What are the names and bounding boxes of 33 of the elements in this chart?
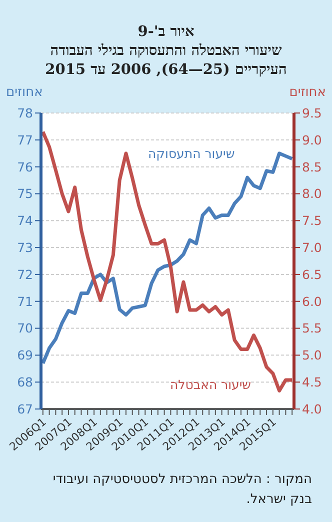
y2-tick-label: 9.0: [302, 132, 322, 148]
y2-tick-label: 8.0: [302, 186, 322, 202]
y2-tick-label: 6.5: [302, 266, 322, 282]
y-tick-label: 73: [17, 240, 33, 255]
y-tick-label: 70: [17, 320, 34, 336]
chart-subtitle: שיעורי האבטלה והתעסוקה בגילי העבודה העיקריים (25—64), 2006 עד 2015: [44, 41, 288, 79]
y-tick-label: 67: [17, 401, 33, 416]
y-tick-label: 68: [17, 374, 34, 390]
line-series: [41, 130, 294, 392]
y2-tick-label: 8.5: [302, 159, 322, 174]
y-tick-label: 71: [17, 294, 33, 309]
y-axis-title: אחוזים: [6, 85, 43, 100]
series-label: שיעור האבטלה: [170, 377, 252, 392]
y2-tick-label: 9.5: [302, 105, 322, 120]
y2-tick-label: 5.0: [302, 348, 322, 363]
line-series: [41, 152, 294, 366]
y2-axis-title: אחוזים: [289, 85, 326, 100]
y-tick-label: 72: [17, 266, 33, 282]
y-tick-label: 76: [17, 159, 34, 174]
chart-title: איור ב'-9: [136, 22, 196, 41]
text: המקור : הלשכה המרכזית לסטטיסטיקה ועיבודי בנק ישראל.: [52, 471, 312, 509]
series-label: שיעור התעסוקה: [148, 146, 235, 161]
y2-tick-label: 7.0: [302, 240, 322, 255]
y-tick-label: 75: [17, 186, 33, 202]
y-tick-label: 78: [17, 105, 34, 120]
y-tick-label: 74: [17, 213, 34, 228]
y2-tick-label: 4.5: [302, 374, 322, 390]
y2-tick-label: 5.5: [302, 320, 322, 336]
y2-tick-label: 4.0: [302, 401, 322, 416]
y2-tick-label: 7.5: [302, 213, 322, 228]
y-tick-label: 77: [17, 132, 33, 148]
y-tick-label: 69: [17, 348, 34, 363]
y2-tick-label: 6.0: [302, 294, 322, 309]
